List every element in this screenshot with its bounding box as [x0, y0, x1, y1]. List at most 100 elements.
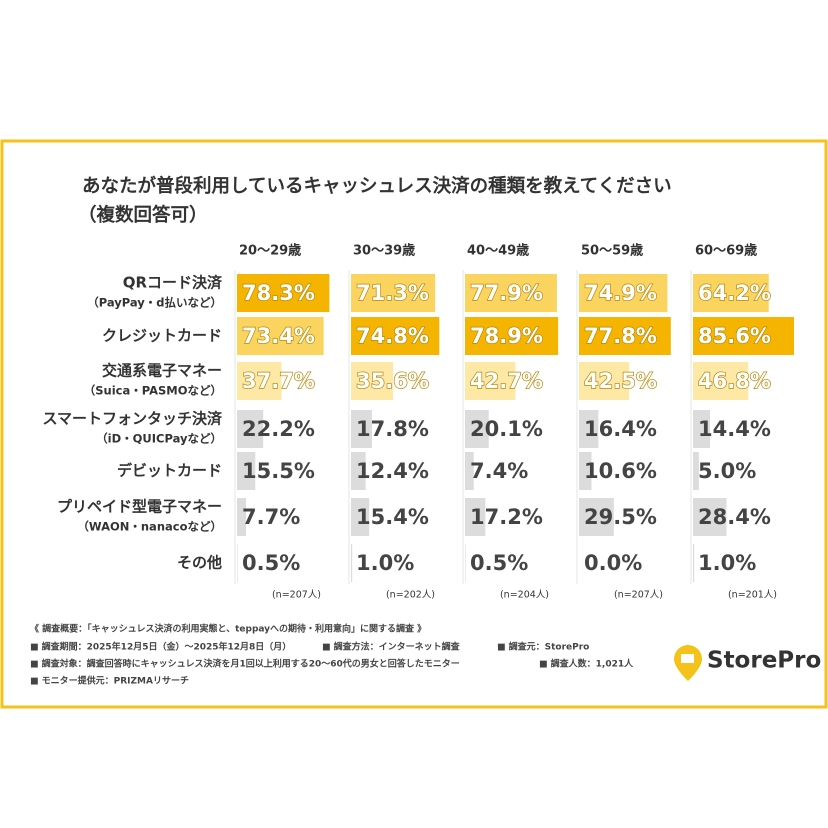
value-label: 20.1%: [470, 417, 543, 441]
value-label: 37.7%: [242, 369, 315, 393]
value-label: 17.8%: [356, 417, 429, 441]
footer-text: ■ 調査人数：1,021人: [539, 658, 634, 670]
value-label: 74.8%: [356, 324, 429, 348]
value-label: 77.8%: [584, 324, 657, 348]
value-label: 74.9%: [584, 281, 657, 305]
bar: [693, 452, 699, 490]
chart-title: あなたが普段利用しているキャッシュレス決済の種類を教えてください: [82, 175, 672, 197]
bar: [237, 544, 238, 582]
row-label: QRコード決済: [123, 274, 223, 292]
value-label: 0.5%: [470, 551, 528, 575]
bar: [465, 410, 489, 448]
value-label: 15.4%: [356, 505, 429, 529]
value-label: 78.9%: [470, 324, 543, 348]
bar: [693, 410, 710, 448]
bar: [237, 317, 324, 355]
bar: [693, 317, 795, 355]
value-label: 1.0%: [356, 551, 414, 575]
value-label: 28.4%: [698, 505, 771, 529]
footer-text: ■ 調査方法：インターネット調査: [322, 641, 461, 653]
row-label: クレジットカード: [102, 327, 222, 345]
row-label: スマートフォンタッチ決済: [42, 410, 223, 428]
bar: [351, 274, 436, 312]
value-label: 5.0%: [698, 459, 756, 483]
footer-text: ■ 調査期間：2025年12月5日（金）〜2025年12月8日（月）: [30, 641, 291, 653]
column-header: 20〜29歳: [239, 243, 301, 259]
n-label: (n=207人): [614, 590, 663, 601]
bar: [237, 362, 282, 400]
footer-text: 《 調査概要：「キャッシュレス決済の利用実態と、teppayへの期待・利用意向」…: [30, 623, 426, 635]
column-header: 30〜39歳: [353, 243, 415, 259]
n-label: (n=207人): [272, 590, 321, 601]
bar: [237, 410, 264, 448]
value-label: 0.0%: [584, 551, 642, 575]
bar: [579, 274, 668, 312]
row-note: （PayPay・d払いなど）: [87, 296, 222, 310]
row-label: 交通系電子マネー: [102, 362, 222, 380]
bar: [579, 410, 599, 448]
footer-text: ■ 調査元：StorePro: [497, 641, 589, 653]
bar: [237, 274, 330, 312]
bar: [693, 274, 769, 312]
value-label: 17.2%: [470, 505, 543, 529]
value-label: 78.3%: [242, 281, 315, 305]
bar: [579, 498, 614, 536]
bar: [693, 544, 695, 582]
bar: [579, 317, 671, 355]
column-header: 40〜49歳: [467, 243, 529, 259]
bar: [465, 452, 474, 490]
row-note: （iD・QUICPayなど）: [96, 432, 222, 446]
row-label: その他: [177, 554, 222, 572]
row-note: （Suica・PASMOなど）: [84, 384, 222, 398]
value-label: 64.2%: [698, 281, 771, 305]
value-label: 16.4%: [584, 417, 657, 441]
value-label: 22.2%: [242, 417, 315, 441]
value-label: 46.8%: [698, 369, 771, 393]
bar: [579, 452, 592, 490]
logo-text: StorePro: [707, 648, 821, 674]
value-label: 1.0%: [698, 551, 756, 575]
value-label: 10.6%: [584, 459, 657, 483]
value-label: 7.4%: [470, 459, 528, 483]
bar: [693, 362, 749, 400]
logo: StorePro: [674, 645, 821, 681]
value-label: 85.6%: [698, 324, 771, 348]
bar: [351, 362, 394, 400]
value-label: 42.5%: [584, 369, 657, 393]
n-label: (n=201人): [728, 590, 777, 601]
row-note: （WAON・nanacoなど）: [77, 520, 222, 534]
column-header: 50〜59歳: [581, 243, 643, 259]
logo-cart: [681, 654, 694, 663]
value-label: 15.5%: [242, 459, 315, 483]
bar: [579, 362, 630, 400]
bar: [351, 498, 370, 536]
column-header: 60〜69歳: [695, 243, 757, 259]
n-label: (n=202人): [386, 590, 435, 601]
bar: [465, 274, 557, 312]
value-label: 12.4%: [356, 459, 429, 483]
footer-text: ■ 調査対象：調査回答時にキャッシュレス決済を月1回以上利用する20〜60代の男…: [30, 658, 460, 670]
bar: [351, 544, 353, 582]
bar: [465, 544, 466, 582]
value-label: 14.4%: [698, 417, 771, 441]
bar: [693, 498, 727, 536]
bar: [351, 410, 373, 448]
bar: [465, 317, 559, 355]
n-label: (n=204人): [500, 590, 549, 601]
bar: [237, 452, 256, 490]
footer-text: ■ モニター提供元：PRIZMAリサーチ: [30, 675, 189, 687]
row-label: デビットカード: [117, 462, 222, 480]
bar: [351, 452, 366, 490]
value-label: 35.6%: [356, 369, 429, 393]
row-label: プリペイド型電子マネー: [57, 498, 222, 516]
value-label: 77.9%: [470, 281, 543, 305]
value-label: 42.7%: [470, 369, 543, 393]
value-label: 7.7%: [242, 505, 300, 529]
value-label: 0.5%: [242, 551, 300, 575]
frame: [0, 139, 828, 709]
value-label: 71.3%: [356, 281, 429, 305]
chart-subtitle: （複数回答可）: [78, 204, 208, 226]
